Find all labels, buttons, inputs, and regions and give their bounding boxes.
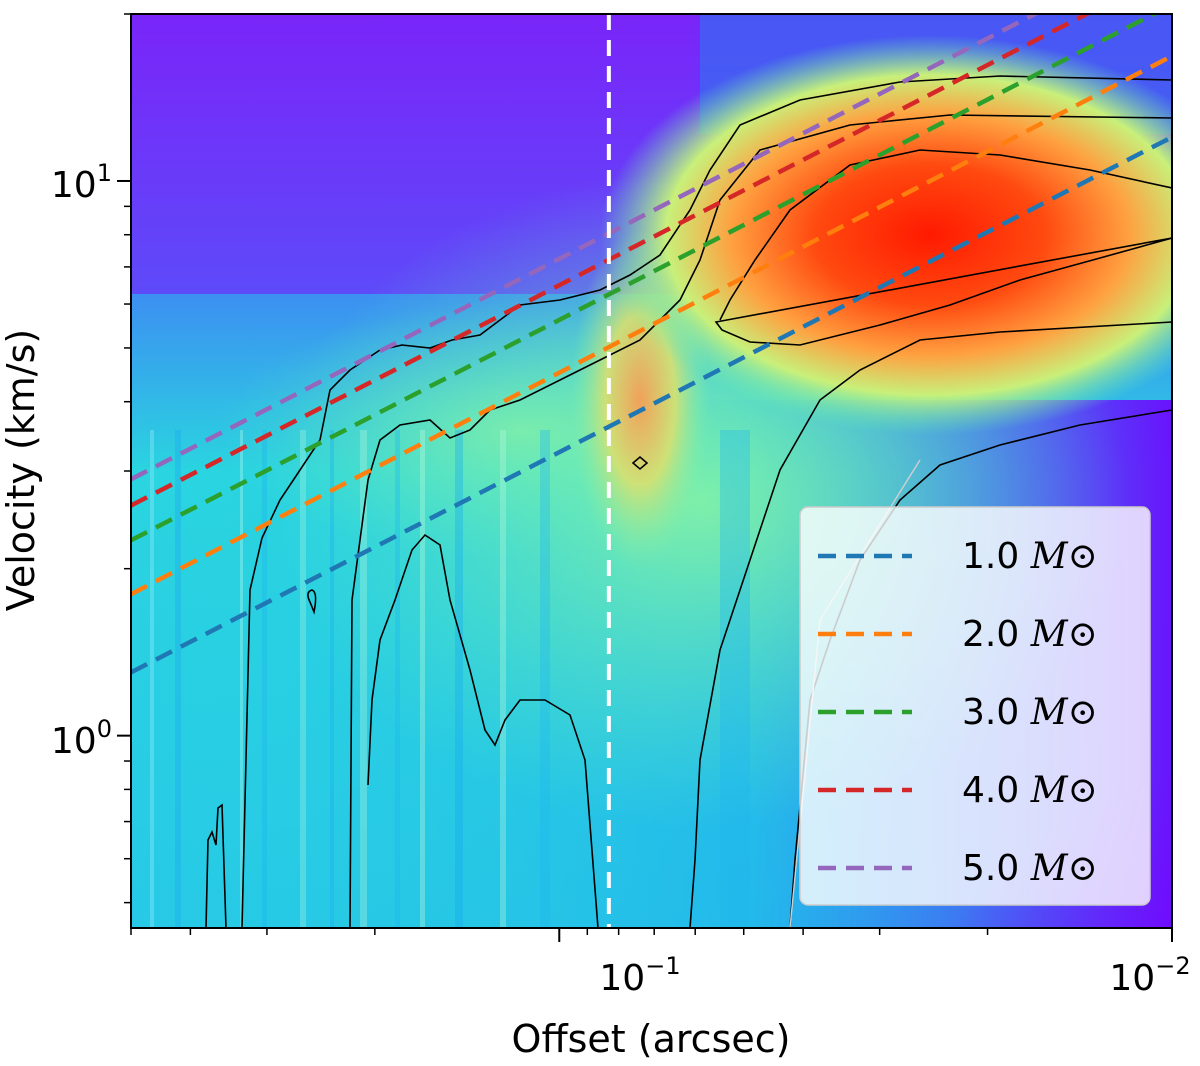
x-tick-label-0.01: 10−2 [1109,952,1190,999]
map-streak [330,430,334,928]
map-streak [455,430,463,928]
legend-box [799,506,1151,906]
y-axis-label: Velocity (km/s) [0,329,43,611]
map-streak [720,430,750,928]
legend-label-4-0: 4.0 M⊙ [962,770,1098,811]
y-tick-label-1: 100 [51,715,112,762]
legend-label-2-0: 2.0 M⊙ [962,614,1098,655]
map-streak [300,430,306,928]
x-axis-label: Offset (arcsec) [512,1017,791,1061]
map-streak [540,430,550,928]
x-tick-label-0.1: 10−1 [599,952,680,999]
legend-unit: M⊙ [1030,536,1098,577]
map-streak [150,430,154,928]
legend-unit: M⊙ [1030,848,1098,889]
map-streak [175,430,181,928]
legend-unit: M⊙ [1030,614,1098,655]
map-streak [240,430,243,928]
legend-label-1-0: 1.0 M⊙ [962,536,1098,577]
map-streak [500,430,506,928]
legend-label-3-0: 3.0 M⊙ [962,692,1098,733]
legend-unit: M⊙ [1030,692,1098,733]
map-streak [360,430,367,928]
legend-label-5-0: 5.0 M⊙ [962,848,1098,889]
y-tick-label-10: 101 [51,159,112,206]
legend: 1.0 M⊙ 2.0 M⊙ 3.0 M⊙ 4.0 M⊙ 5.0 M⊙ [799,506,1151,906]
axis-ticks [117,13,1173,942]
map-streak [395,430,400,928]
map-streak [262,430,267,928]
map-streak [420,430,425,928]
legend-unit: M⊙ [1030,770,1098,811]
